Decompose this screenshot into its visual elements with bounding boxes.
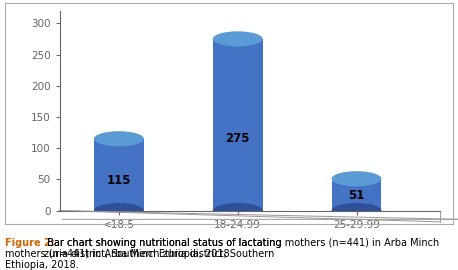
Text: mothers (n=441) in Arba Minch zuria district, Southern: mothers (n=441) in Arba Minch zuria dist… <box>5 249 274 259</box>
Ellipse shape <box>94 203 144 218</box>
Text: Ethiopia, 2018.: Ethiopia, 2018. <box>5 260 78 270</box>
Ellipse shape <box>213 31 263 46</box>
Ellipse shape <box>332 203 382 218</box>
Bar <box>332 179 382 211</box>
Ellipse shape <box>213 203 263 218</box>
Bar <box>213 39 263 211</box>
Text: 275: 275 <box>225 132 250 145</box>
Bar <box>94 139 144 211</box>
Ellipse shape <box>332 171 382 186</box>
Ellipse shape <box>94 131 144 146</box>
Text: Bar chart showing nutritional status of lactating mothers (n=441) in Arba Minch : Bar chart showing nutritional status of … <box>44 238 439 259</box>
Text: Figure 2:: Figure 2: <box>5 238 55 248</box>
Text: Bar chart showing nutritional status of lactating: Bar chart showing nutritional status of … <box>44 238 281 248</box>
Text: 51: 51 <box>349 189 365 202</box>
Text: 115: 115 <box>107 174 131 187</box>
